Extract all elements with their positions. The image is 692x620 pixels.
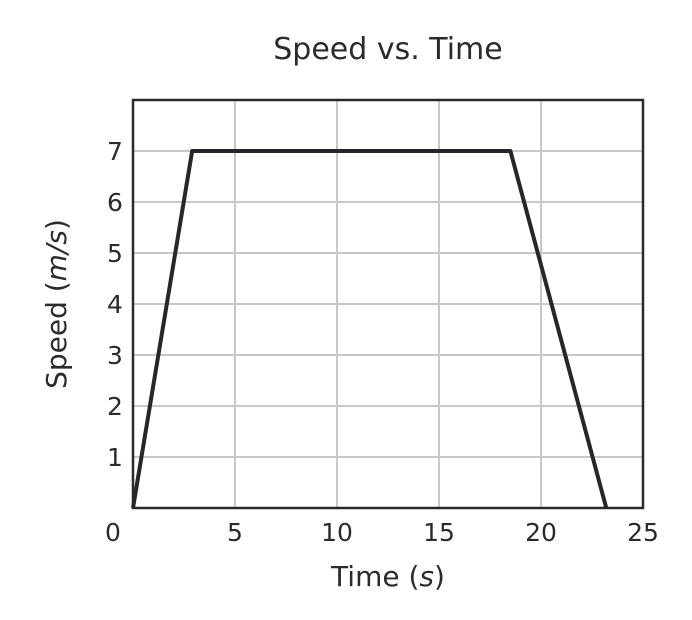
y-tick-label: 7 xyxy=(107,137,123,166)
y-tick-label: 4 xyxy=(107,290,123,319)
x-axis-label: Time (s) xyxy=(330,560,445,593)
x-tick-label: 15 xyxy=(423,518,455,547)
x-tick-labels: 0 5 10 15 20 25 xyxy=(105,518,659,547)
x-tick-label: 20 xyxy=(525,518,557,547)
x-tick-label: 10 xyxy=(321,518,353,547)
grid-lines xyxy=(133,100,643,508)
chart-title: Speed vs. Time xyxy=(273,32,502,67)
y-tick-label: 5 xyxy=(107,239,123,268)
speed-series-line xyxy=(131,149,609,509)
series-layer xyxy=(131,149,609,509)
y-axis-label: Speed (m/s) xyxy=(40,219,73,389)
x-tick-label: 25 xyxy=(627,518,659,547)
plot-frame xyxy=(131,98,645,510)
y-tick-label: 6 xyxy=(107,188,123,217)
y-tick-label: 1 xyxy=(107,443,123,472)
y-tick-label: 3 xyxy=(107,341,123,370)
y-tick-labels: 1 2 3 4 5 6 7 xyxy=(107,137,123,472)
x-tick-label: 5 xyxy=(227,518,243,547)
y-tick-label: 2 xyxy=(107,392,123,421)
x-tick-label: 0 xyxy=(105,518,121,547)
